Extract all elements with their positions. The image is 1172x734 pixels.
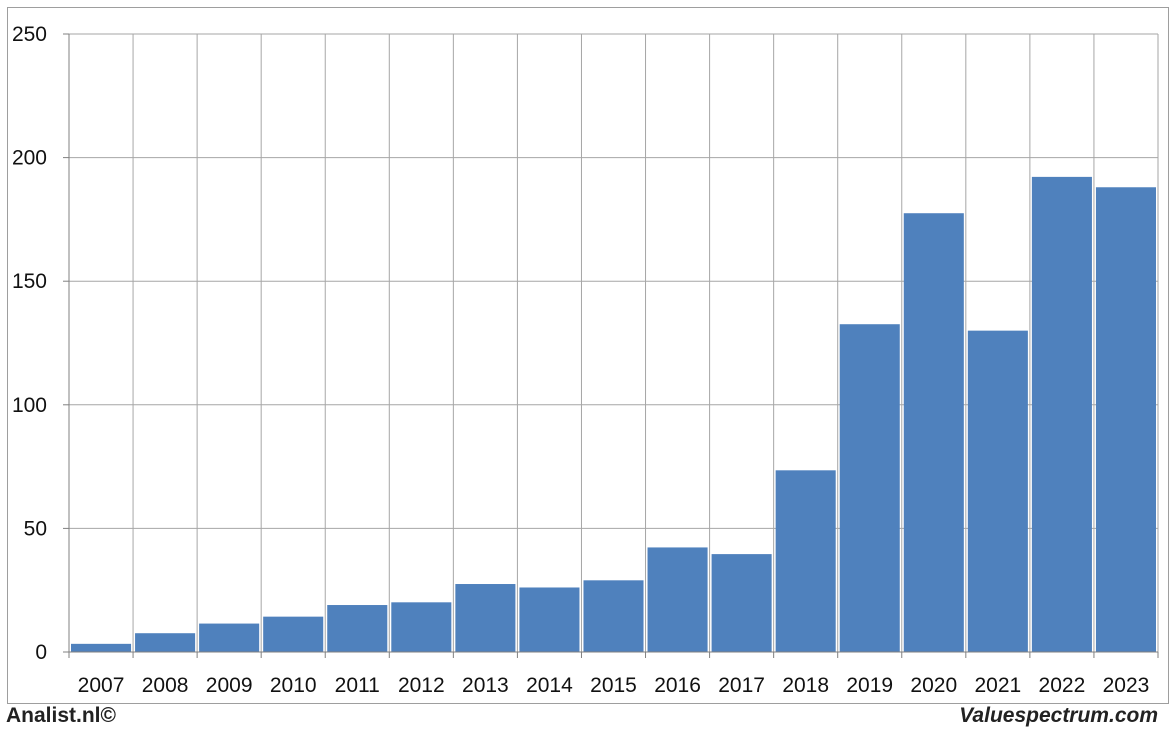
x-tick-label: 2019 bbox=[846, 674, 893, 697]
bars bbox=[71, 176, 1156, 653]
bar-2008 bbox=[135, 633, 196, 652]
y-tick-label: 250 bbox=[12, 23, 47, 46]
x-tick-label: 2023 bbox=[1103, 674, 1150, 697]
bar-2019 bbox=[839, 324, 900, 652]
y-tick-labels: 0 50 100 150 200 250 bbox=[12, 23, 47, 664]
bar-2021 bbox=[967, 330, 1028, 652]
bar-2009 bbox=[199, 623, 260, 652]
bar-2012 bbox=[391, 602, 452, 652]
bar-2010 bbox=[263, 616, 324, 652]
bar-2015 bbox=[583, 580, 644, 652]
bar-2013 bbox=[455, 584, 516, 652]
x-tick-label: 2022 bbox=[1039, 674, 1086, 697]
x-tick-label: 2012 bbox=[398, 674, 445, 697]
bar-2022 bbox=[1031, 176, 1092, 653]
x-tick-label: 2008 bbox=[142, 674, 189, 697]
x-tick-label: 2020 bbox=[910, 674, 957, 697]
bar-2018 bbox=[775, 470, 836, 652]
x-tick-label: 2011 bbox=[335, 674, 380, 697]
y-tick-label: 200 bbox=[12, 147, 47, 170]
bar-2016 bbox=[647, 547, 708, 652]
y-tick-label: 150 bbox=[12, 270, 47, 293]
axes bbox=[63, 33, 1159, 658]
y-tick-label: 0 bbox=[35, 641, 47, 664]
x-tick-label: 2017 bbox=[718, 674, 765, 697]
bar-2017 bbox=[711, 554, 772, 652]
x-tick-label: 2009 bbox=[206, 674, 253, 697]
x-tick-label: 2021 bbox=[974, 674, 1021, 697]
x-tick-label: 2018 bbox=[782, 674, 829, 697]
y-tick-label: 50 bbox=[24, 517, 47, 540]
bar-2007 bbox=[71, 643, 132, 652]
x-tick-label: 2015 bbox=[590, 674, 637, 697]
site-credit: Valuespectrum.com bbox=[959, 704, 1158, 727]
x-tick-labels: 2007 2008 2009 2010 2011 2012 2013 2014 2015 2016… bbox=[78, 674, 1150, 697]
x-tick-label: 2014 bbox=[526, 674, 573, 697]
x-tick-label: 2010 bbox=[270, 674, 317, 697]
source-credit: Analist.nl© bbox=[6, 704, 116, 727]
x-tick-label: 2007 bbox=[78, 674, 125, 697]
x-tick-label: 2016 bbox=[654, 674, 701, 697]
bar-2023 bbox=[1095, 187, 1156, 652]
x-tick-label: 2013 bbox=[462, 674, 509, 697]
bar-2020 bbox=[903, 213, 964, 652]
bar-2011 bbox=[327, 605, 388, 652]
y-tick-label: 100 bbox=[12, 394, 47, 417]
bar-2014 bbox=[519, 587, 580, 652]
